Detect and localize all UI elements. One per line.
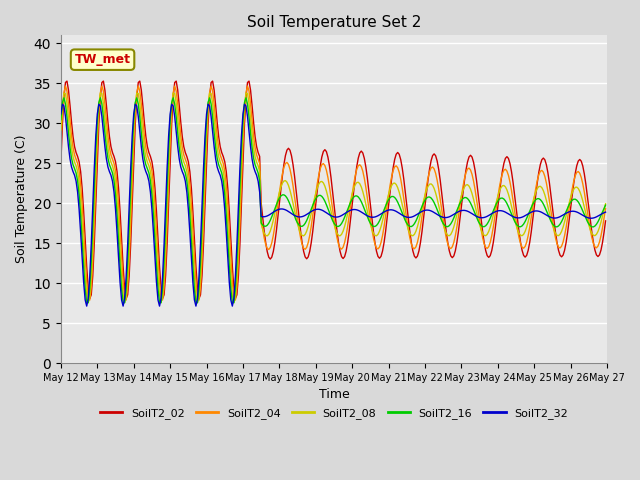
- SoilT2_16: [60, 95, 68, 101]
- SoilT2_04: [574, 168, 582, 174]
- SoilT2_02: [250, 120, 257, 125]
- SoilT2_04: [159, 297, 166, 303]
- SoilT2_08: [57, 127, 65, 133]
- Y-axis label: Soil Temperature (C): Soil Temperature (C): [15, 135, 28, 264]
- Line: SoilT2_04: SoilT2_04: [61, 86, 605, 300]
- SoilT2_32: [57, 111, 65, 117]
- SoilT2_08: [60, 90, 68, 96]
- Line: SoilT2_08: SoilT2_08: [61, 93, 605, 302]
- SoilT2_04: [61, 83, 69, 89]
- SoilT2_08: [121, 300, 129, 305]
- SoilT2_32: [59, 101, 67, 107]
- Line: SoilT2_16: SoilT2_16: [61, 98, 605, 303]
- SoilT2_32: [250, 164, 257, 170]
- SoilT2_32: [298, 214, 306, 219]
- SoilT2_02: [574, 158, 582, 164]
- SoilT2_32: [241, 101, 248, 107]
- SoilT2_08: [127, 202, 134, 208]
- SoilT2_32: [228, 303, 236, 309]
- SoilT2_02: [232, 296, 239, 301]
- SoilT2_02: [241, 121, 248, 127]
- SoilT2_16: [241, 100, 248, 106]
- SoilT2_02: [57, 159, 65, 165]
- SoilT2_08: [250, 145, 257, 151]
- SoilT2_32: [602, 209, 609, 215]
- SoilT2_08: [241, 102, 248, 108]
- SoilT2_16: [298, 224, 306, 229]
- SoilT2_16: [125, 223, 133, 228]
- SoilT2_16: [602, 202, 609, 208]
- SoilT2_32: [221, 206, 228, 212]
- Line: SoilT2_32: SoilT2_32: [61, 104, 605, 306]
- Title: Soil Temperature Set 2: Soil Temperature Set 2: [247, 15, 421, 30]
- SoilT2_02: [172, 78, 180, 84]
- SoilT2_08: [223, 196, 230, 202]
- SoilT2_04: [57, 141, 65, 147]
- SoilT2_16: [574, 199, 582, 205]
- SoilT2_04: [241, 109, 248, 115]
- SoilT2_08: [574, 186, 582, 192]
- SoilT2_04: [223, 181, 230, 187]
- X-axis label: Time: Time: [319, 388, 349, 401]
- SoilT2_16: [250, 156, 257, 161]
- Legend: SoilT2_02, SoilT2_04, SoilT2_08, SoilT2_16, SoilT2_32: SoilT2_02, SoilT2_04, SoilT2_08, SoilT2_…: [95, 403, 573, 423]
- SoilT2_32: [574, 210, 582, 216]
- Text: TW_met: TW_met: [74, 53, 131, 66]
- SoilT2_08: [602, 201, 609, 206]
- SoilT2_02: [298, 240, 306, 246]
- SoilT2_04: [602, 206, 609, 212]
- SoilT2_02: [124, 292, 131, 298]
- SoilT2_16: [223, 212, 230, 218]
- Line: SoilT2_02: SoilT2_02: [61, 81, 605, 299]
- SoilT2_32: [125, 204, 133, 209]
- SoilT2_04: [250, 133, 257, 139]
- SoilT2_04: [125, 259, 133, 264]
- SoilT2_16: [57, 117, 65, 122]
- SoilT2_02: [602, 218, 609, 224]
- SoilT2_04: [298, 241, 306, 247]
- SoilT2_16: [194, 300, 202, 306]
- SoilT2_08: [298, 233, 306, 239]
- SoilT2_02: [221, 159, 228, 165]
